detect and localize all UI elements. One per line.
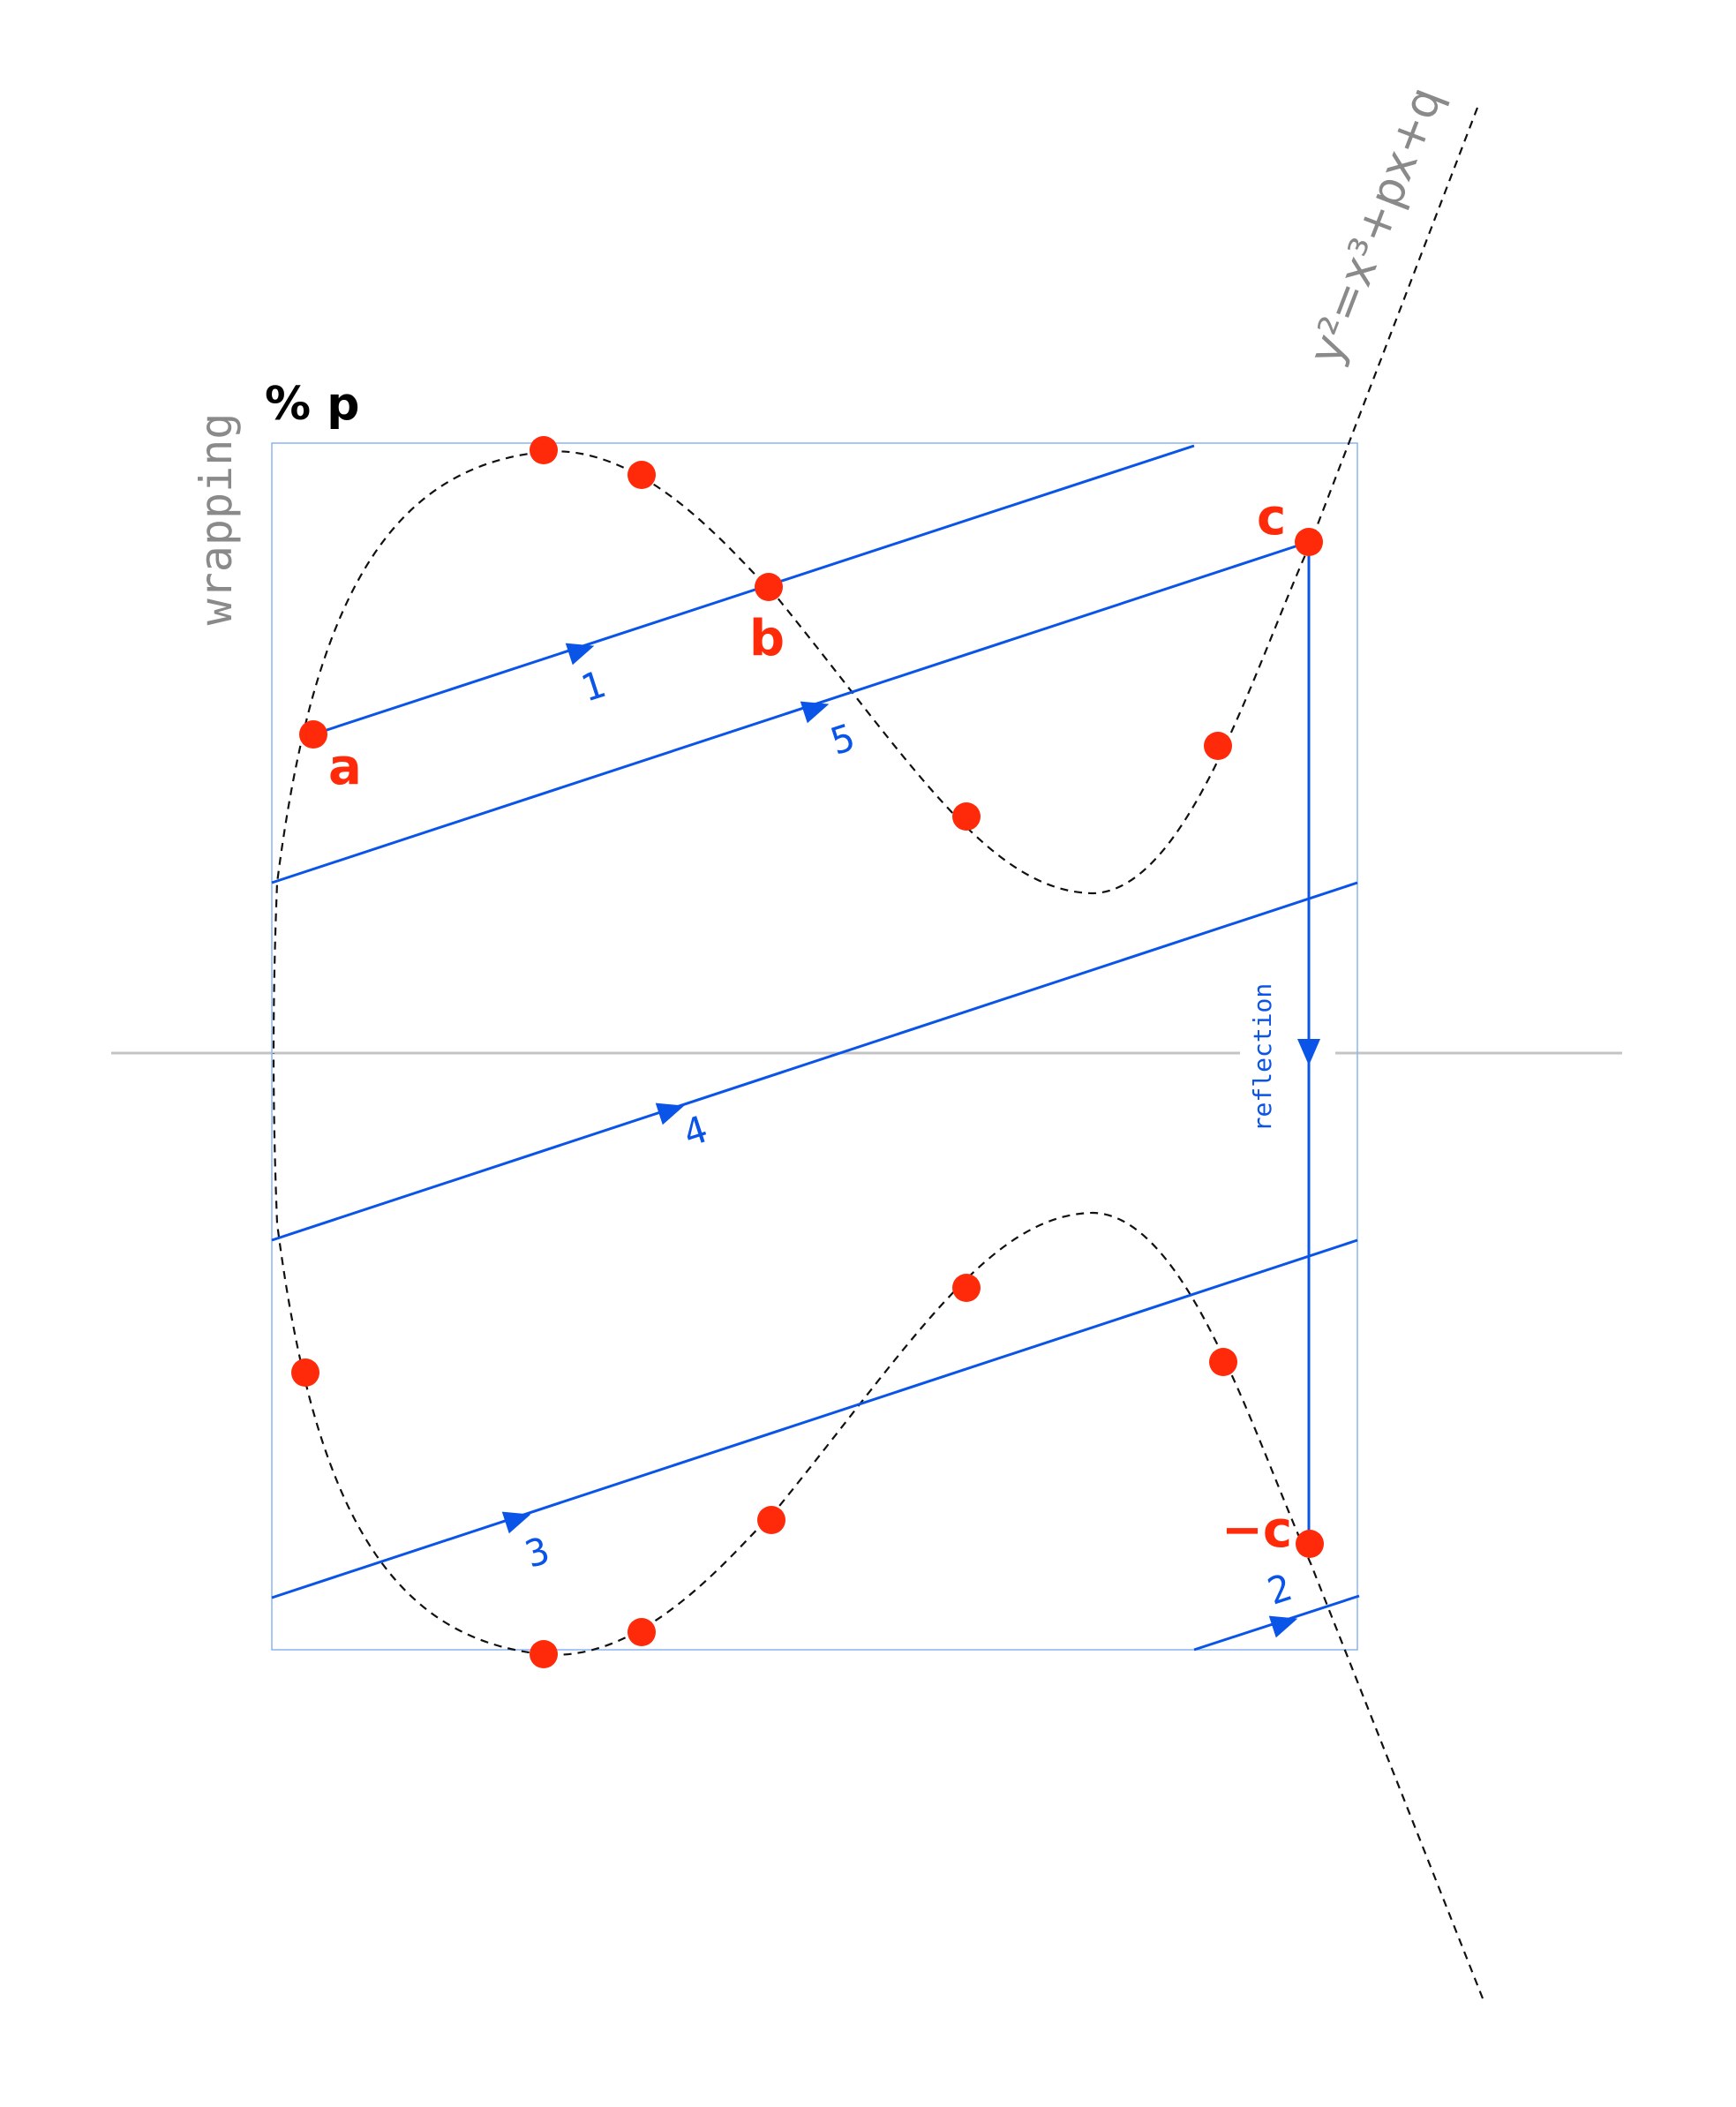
step-label-4: 4	[678, 1107, 712, 1155]
curve-upper	[272, 107, 1479, 1054]
curve-point	[952, 802, 981, 831]
curve-point	[757, 1506, 785, 1534]
step-label-5: 5	[825, 715, 860, 763]
step-label-3: 3	[520, 1528, 554, 1576]
curve-point	[530, 436, 558, 464]
point-b	[755, 573, 783, 601]
modulo-p-label: % p	[265, 378, 359, 431]
step-label-1: 1	[575, 662, 610, 710]
line-segment-1	[312, 444, 1195, 736]
triangle-arrow-icon	[565, 643, 595, 666]
point-neg-c	[1296, 1530, 1324, 1558]
point-c	[1295, 528, 1323, 556]
step-label-2: 2	[1262, 1565, 1296, 1613]
line-segment-3	[271, 1238, 1358, 1599]
triangle-arrow-icon	[1268, 1615, 1298, 1638]
curve-point	[291, 1358, 319, 1387]
triangle-arrow-icon	[501, 1511, 531, 1534]
curve-point	[530, 1640, 558, 1668]
wrapping-label: wrapping	[191, 413, 242, 626]
line-segment-4	[271, 881, 1358, 1242]
point-a	[299, 720, 327, 749]
modulo-box	[271, 442, 1358, 1651]
point-label-neg-c: −c	[1221, 1501, 1292, 1559]
curve-point	[1209, 1348, 1237, 1376]
point-label-c: c	[1257, 489, 1286, 546]
point-label-b: b	[749, 610, 785, 667]
curve-equation: y²=x³+px+q	[1299, 80, 1454, 372]
curve-point	[952, 1274, 981, 1302]
curve-point	[1204, 732, 1232, 760]
curve-point	[628, 461, 656, 489]
curve-point	[628, 1618, 656, 1646]
curve-lower	[272, 1052, 1484, 1999]
triangle-arrow-icon	[1297, 1039, 1320, 1065]
line-segment-5	[271, 540, 1310, 884]
reflection-label: reflection	[1248, 983, 1277, 1133]
point-label-a: a	[328, 739, 362, 796]
triangle-arrow-icon	[655, 1102, 685, 1125]
triangle-arrow-icon	[800, 701, 830, 724]
